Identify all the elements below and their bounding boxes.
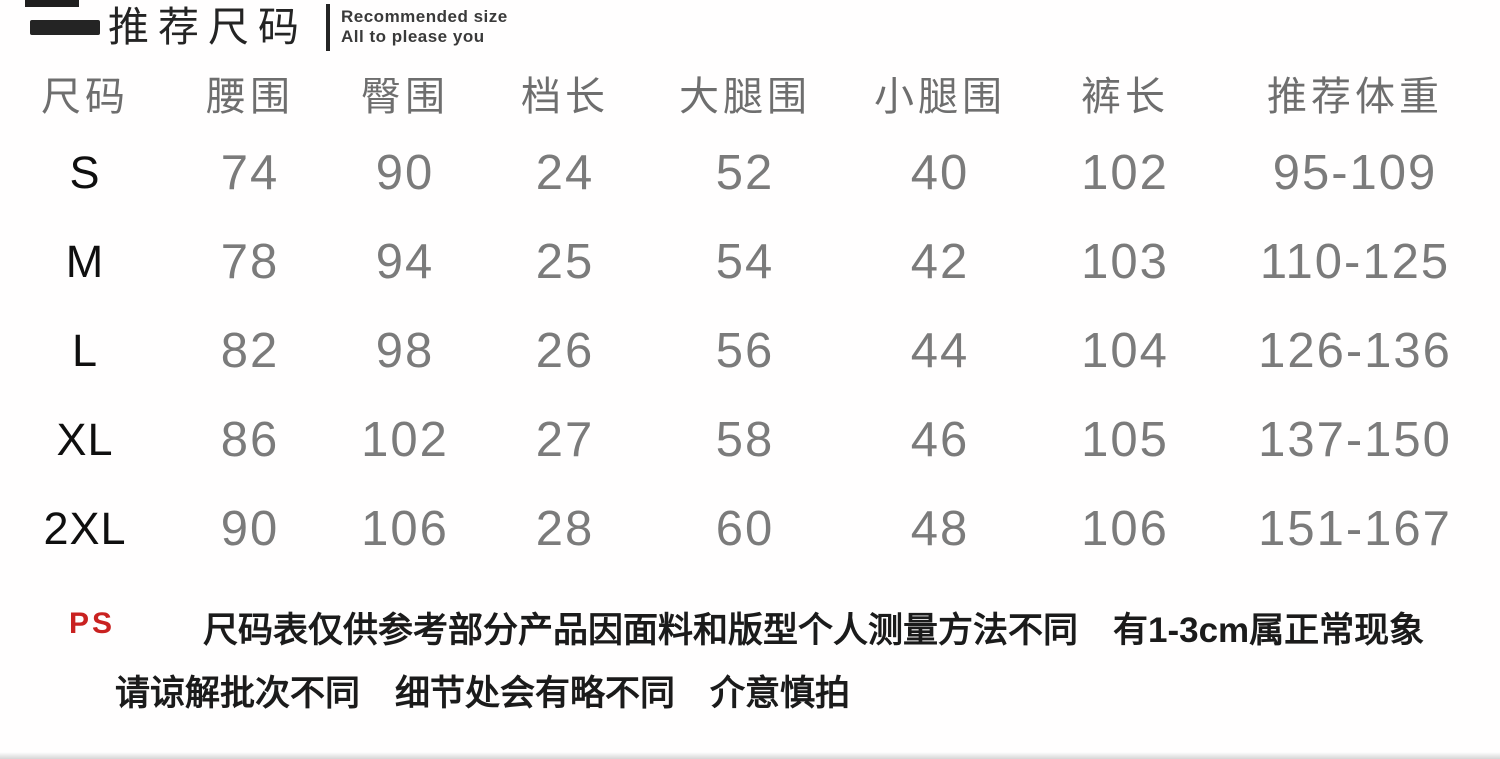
cell-thigh: 56 — [715, 323, 775, 378]
cell-hip: 90 — [375, 145, 435, 200]
cell-size: XL — [56, 413, 114, 465]
cell-waist: 78 — [220, 234, 280, 289]
table-row-xl: XL 86 102 27 58 46 105 137-150 — [0, 395, 1500, 484]
cell-size: M — [65, 235, 105, 287]
note-line2: 请谅解批次不同 细节处会有略不同 介意慎拍 — [115, 674, 851, 713]
page-title: 推荐尺码 — [108, 4, 308, 50]
table-row-2xl: 2XL 90 106 28 60 48 106 151-167 — [0, 484, 1500, 573]
col-header-weight: 推荐体重 — [1267, 75, 1443, 119]
cell-hip: 102 — [361, 412, 449, 467]
cell-hip: 94 — [375, 234, 435, 289]
cell-calf: 44 — [910, 323, 970, 378]
table-row-s: S 74 90 24 52 40 102 95-109 — [0, 128, 1500, 217]
cell-length: 104 — [1081, 323, 1169, 378]
tagline: Recommended size All to please you — [341, 7, 508, 47]
decorative-dash-icon — [30, 20, 100, 35]
cell-thigh: 58 — [715, 412, 775, 467]
cell-size: S — [69, 146, 101, 198]
cell-calf: 40 — [910, 145, 970, 200]
tagline-line2: All to please you — [341, 27, 485, 46]
cell-crotch: 28 — [535, 501, 595, 556]
cell-waist: 86 — [220, 412, 280, 467]
tagline-line1: Recommended size — [341, 7, 508, 26]
cell-crotch: 26 — [535, 323, 595, 378]
ps-label: PS — [69, 607, 116, 640]
table-header-row: 尺码 腰围 臀围 档长 大腿围 小腿围 裤长 推荐体重 — [0, 58, 1500, 128]
col-header-calf: 小腿围 — [874, 75, 1006, 119]
cell-length: 103 — [1081, 234, 1169, 289]
vertical-divider — [326, 4, 330, 51]
col-header-pants-length: 裤长 — [1081, 75, 1169, 119]
note-line1: 尺码表仅供参考部分产品因面料和版型个人测量方法不同 有1-3cm属正常现象 — [203, 611, 1425, 650]
size-table: 尺码 腰围 臀围 档长 大腿围 小腿围 裤长 推荐体重 S 74 90 24 5… — [0, 58, 1500, 573]
cell-length: 105 — [1081, 412, 1169, 467]
decorative-top-bar — [25, 0, 79, 7]
col-header-size: 尺码 — [41, 75, 129, 119]
col-header-waist: 腰围 — [206, 75, 294, 119]
cell-thigh: 60 — [715, 501, 775, 556]
cell-hip: 106 — [361, 501, 449, 556]
cell-calf: 46 — [910, 412, 970, 467]
col-header-crotch-length: 档长 — [521, 75, 609, 119]
cell-size: L — [71, 324, 99, 376]
cell-weight: 95-109 — [1272, 145, 1438, 200]
cell-hip: 98 — [375, 323, 435, 378]
cell-crotch: 25 — [535, 234, 595, 289]
cell-weight: 110-125 — [1259, 234, 1451, 289]
col-header-thigh: 大腿围 — [679, 75, 811, 119]
cell-size: 2XL — [43, 502, 127, 554]
cell-crotch: 24 — [535, 145, 595, 200]
cell-weight: 137-150 — [1258, 412, 1452, 467]
cell-waist: 82 — [220, 323, 280, 378]
cell-calf: 48 — [910, 501, 970, 556]
cell-waist: 74 — [220, 145, 280, 200]
cell-length: 106 — [1081, 501, 1169, 556]
cell-length: 102 — [1081, 145, 1169, 200]
cell-weight: 126-136 — [1258, 323, 1452, 378]
cell-crotch: 27 — [535, 412, 595, 467]
cell-thigh: 52 — [715, 145, 775, 200]
cell-thigh: 54 — [715, 234, 775, 289]
cell-calf: 42 — [910, 234, 970, 289]
cell-weight: 151-167 — [1258, 501, 1452, 556]
table-row-l: L 82 98 26 56 44 104 126-136 — [0, 306, 1500, 395]
bottom-edge-shadow — [0, 752, 1500, 759]
col-header-hip: 臀围 — [361, 75, 449, 119]
table-row-m: M 78 94 25 54 42 103 110-125 — [0, 217, 1500, 306]
cell-waist: 90 — [220, 501, 280, 556]
